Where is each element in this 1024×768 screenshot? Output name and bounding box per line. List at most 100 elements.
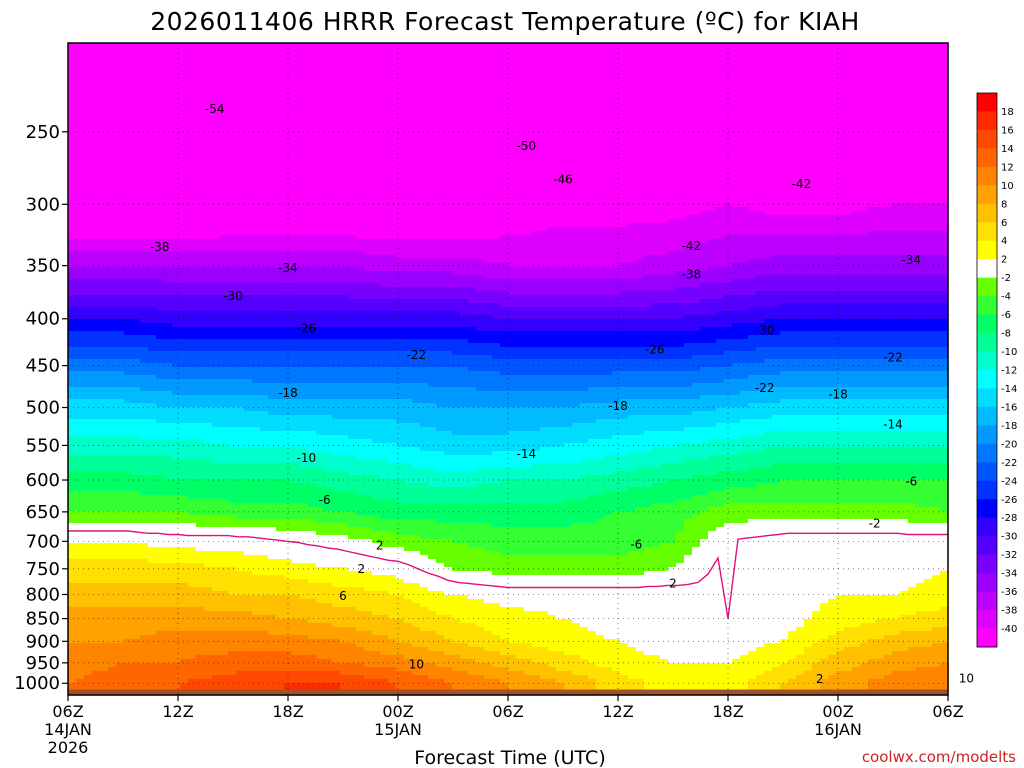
temperature-cell xyxy=(860,219,869,224)
temperature-cell xyxy=(916,87,925,92)
temperature-cell xyxy=(916,103,925,108)
temperature-cell xyxy=(116,83,125,88)
temperature-cell xyxy=(428,63,437,68)
temperature-cell xyxy=(724,75,733,80)
temperature-cell xyxy=(76,115,85,120)
temperature-cell xyxy=(300,151,309,156)
temperature-cell xyxy=(900,147,909,152)
temperature-cell xyxy=(452,179,461,184)
temperature-cell xyxy=(588,139,597,144)
temperature-cell xyxy=(260,199,269,204)
temperature-cell xyxy=(796,79,805,84)
temperature-cell xyxy=(340,55,349,60)
temperature-cell xyxy=(836,75,845,80)
temperature-cell xyxy=(660,163,669,168)
temperature-cell xyxy=(620,63,629,68)
temperature-cell xyxy=(380,127,389,132)
temperature-cell xyxy=(276,55,285,60)
temperature-cell xyxy=(428,79,437,84)
temperature-cell xyxy=(812,83,821,88)
temperature-cell xyxy=(828,219,837,224)
temperature-cell xyxy=(580,51,589,56)
temperature-cell xyxy=(188,91,197,96)
temperature-cell xyxy=(828,123,837,128)
temperature-cell xyxy=(932,127,941,132)
temperature-cell xyxy=(692,199,701,204)
temperature-cell xyxy=(788,127,797,132)
temperature-cell xyxy=(124,167,133,172)
temperature-cell xyxy=(772,155,781,160)
temperature-cell xyxy=(228,91,237,96)
temperature-cell xyxy=(436,115,445,120)
temperature-cell xyxy=(516,59,525,64)
temperature-cell xyxy=(92,87,101,92)
temperature-cell xyxy=(364,167,373,172)
temperature-cell xyxy=(220,211,229,216)
temperature-cell xyxy=(556,151,565,156)
temperature-cell xyxy=(500,131,509,136)
temperature-cell xyxy=(508,83,517,88)
temperature-cell xyxy=(324,91,333,96)
temperature-cell xyxy=(420,219,429,224)
temperature-cell xyxy=(268,163,277,168)
temperature-cell xyxy=(892,83,901,88)
temperature-cell xyxy=(252,131,261,136)
temperature-cell xyxy=(828,207,837,212)
temperature-cell xyxy=(180,167,189,172)
temperature-cell xyxy=(796,179,805,184)
temperature-cell xyxy=(364,47,373,52)
temperature-cell xyxy=(820,187,829,192)
temperature-cell xyxy=(796,175,805,180)
temperature-cell xyxy=(884,151,893,156)
temperature-cell xyxy=(324,199,333,204)
temperature-cell xyxy=(244,155,253,160)
temperature-cell xyxy=(540,211,549,216)
temperature-cell xyxy=(212,195,221,200)
temperature-cell xyxy=(780,171,789,176)
temperature-cell xyxy=(372,175,381,180)
temperature-cell xyxy=(716,127,725,132)
temperature-cell xyxy=(132,207,141,212)
temperature-cell xyxy=(676,47,685,52)
temperature-cell xyxy=(484,199,493,204)
temperature-cell xyxy=(932,167,941,172)
temperature-cell xyxy=(492,147,501,152)
temperature-cell xyxy=(276,67,285,72)
temperature-cell xyxy=(396,75,405,80)
temperature-cell xyxy=(348,87,357,92)
temperature-cell xyxy=(484,115,493,120)
temperature-cell xyxy=(636,99,645,104)
temperature-cell xyxy=(724,67,733,72)
temperature-cell xyxy=(292,195,301,200)
temperature-cell xyxy=(860,59,869,64)
temperature-cell xyxy=(820,171,829,176)
temperature-cell xyxy=(108,199,117,204)
temperature-cell xyxy=(684,55,693,60)
temperature-cell xyxy=(852,63,861,68)
temperature-cell xyxy=(380,155,389,160)
temperature-cell xyxy=(868,55,877,60)
temperature-cell xyxy=(772,175,781,180)
temperature-cell xyxy=(756,147,765,152)
temperature-cell xyxy=(892,51,901,56)
temperature-cell xyxy=(860,143,869,148)
temperature-cell xyxy=(292,179,301,184)
temperature-cell xyxy=(492,135,501,140)
temperature-cell xyxy=(740,183,749,188)
temperature-cell xyxy=(716,131,725,136)
temperature-cell xyxy=(388,163,397,168)
temperature-cell xyxy=(708,107,717,112)
temperature-cell xyxy=(364,203,373,208)
temperature-cell xyxy=(412,163,421,168)
temperature-cell xyxy=(300,131,309,136)
temperature-cell xyxy=(364,127,373,132)
temperature-cell xyxy=(596,115,605,120)
temperature-cell xyxy=(196,95,205,100)
temperature-cell xyxy=(644,187,653,192)
temperature-cell xyxy=(676,199,685,204)
temperature-cell xyxy=(228,79,237,84)
chart-title: 2026011406 HRRR Forecast Temperature (ºC… xyxy=(150,7,860,36)
temperature-cell xyxy=(332,99,341,104)
temperature-cell xyxy=(516,131,525,136)
temperature-cell xyxy=(540,207,549,212)
